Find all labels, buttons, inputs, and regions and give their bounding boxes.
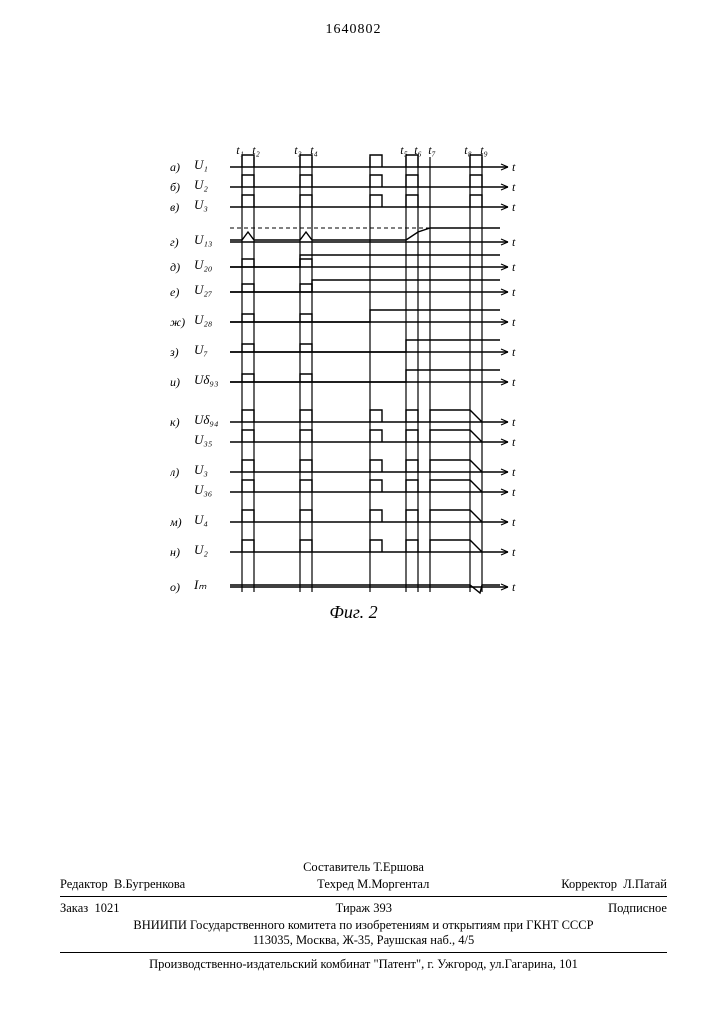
compiler-line: Составитель Т.Ершова bbox=[60, 860, 667, 875]
svg-text:U₃: U₃ bbox=[194, 462, 208, 477]
order: Заказ 1021 bbox=[60, 901, 119, 916]
svg-text:ж): ж) bbox=[170, 315, 185, 329]
svg-text:U₂: U₂ bbox=[194, 542, 208, 557]
svg-text:U₁₃: U₁₃ bbox=[194, 232, 212, 247]
footer-block: Составитель Т.Ершова Редактор В.Бугренко… bbox=[60, 860, 667, 972]
svg-text:б): б) bbox=[170, 180, 180, 194]
svg-text:о): о) bbox=[170, 580, 180, 594]
figure-caption: Фиг. 2 bbox=[0, 602, 707, 623]
editor: Редактор В.Бугренкова bbox=[60, 877, 185, 892]
divider bbox=[60, 896, 667, 897]
divider2 bbox=[60, 952, 667, 953]
svg-text:U₃: U₃ bbox=[194, 197, 208, 212]
tech: Техред М.Моргентал bbox=[317, 877, 429, 892]
svg-text:t: t bbox=[512, 375, 516, 389]
svg-text:Iₘ: Iₘ bbox=[193, 577, 207, 592]
circulation: Тираж 393 bbox=[336, 901, 392, 916]
svg-text:t: t bbox=[512, 580, 516, 594]
svg-text:м): м) bbox=[170, 515, 182, 529]
svg-text:а): а) bbox=[170, 160, 180, 174]
credits-row: Редактор В.Бугренкова Техред М.Моргентал… bbox=[60, 877, 667, 892]
svg-text:U₂₀: U₂₀ bbox=[194, 257, 212, 272]
svg-text:U₃₆: U₃₆ bbox=[194, 482, 212, 497]
svg-text:U₄: U₄ bbox=[194, 512, 208, 527]
svg-text:н): н) bbox=[170, 545, 180, 559]
svg-text:U₃₅: U₃₅ bbox=[194, 432, 212, 447]
svg-text:t: t bbox=[512, 435, 516, 449]
org-line: ВНИИПИ Государственного комитета по изоб… bbox=[60, 918, 667, 933]
addr1: 113035, Москва, Ж-35, Раушская наб., 4/5 bbox=[60, 933, 667, 948]
svg-text:t: t bbox=[512, 200, 516, 214]
svg-text:t: t bbox=[512, 545, 516, 559]
svg-text:t: t bbox=[512, 315, 516, 329]
svg-text:Uδ₉₄: Uδ₉₄ bbox=[194, 412, 219, 427]
svg-text:е): е) bbox=[170, 285, 179, 299]
svg-text:t: t bbox=[512, 285, 516, 299]
svg-text:U₁: U₁ bbox=[194, 157, 208, 172]
svg-text:U₂₈: U₂₈ bbox=[194, 312, 213, 327]
subscription: Подписное bbox=[608, 901, 667, 916]
addr2: Производственно-издательский комбинат "П… bbox=[60, 957, 667, 972]
svg-text:t: t bbox=[512, 160, 516, 174]
document-number: 1640802 bbox=[0, 22, 707, 38]
svg-text:д): д) bbox=[170, 260, 180, 274]
svg-text:в): в) bbox=[170, 200, 179, 214]
svg-text:л): л) bbox=[170, 465, 179, 479]
order-row: Заказ 1021 Тираж 393 Подписное bbox=[60, 901, 667, 916]
svg-text:з): з) bbox=[170, 345, 179, 359]
svg-text:t: t bbox=[512, 415, 516, 429]
svg-text:t: t bbox=[512, 515, 516, 529]
corrector: Корректор Л.Патай bbox=[561, 877, 667, 892]
svg-text:t: t bbox=[512, 180, 516, 194]
svg-text:U₇: U₇ bbox=[194, 342, 208, 357]
svg-text:t: t bbox=[512, 485, 516, 499]
svg-text:U₂: U₂ bbox=[194, 177, 208, 192]
svg-text:t: t bbox=[512, 345, 516, 359]
svg-text:к): к) bbox=[170, 415, 180, 429]
timing-diagram: t₁t₂t₃t₄t₅t₆t₇t₈t₉а)U₁tб)U₂tв)U₃tг)U₁₃tд… bbox=[170, 142, 530, 602]
svg-text:и): и) bbox=[170, 375, 180, 389]
svg-text:t: t bbox=[512, 260, 516, 274]
svg-text:U₂₇: U₂₇ bbox=[194, 282, 213, 297]
svg-text:Uδ₉₃: Uδ₉₃ bbox=[194, 372, 218, 387]
svg-text:t₇: t₇ bbox=[428, 143, 436, 157]
svg-text:t: t bbox=[512, 235, 516, 249]
svg-text:t: t bbox=[512, 465, 516, 479]
svg-text:г): г) bbox=[170, 235, 179, 249]
